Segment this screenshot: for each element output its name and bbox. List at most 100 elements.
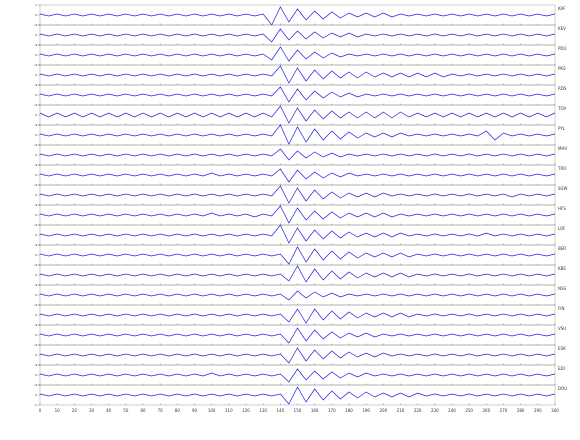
y-tick-label: -1 — [34, 183, 37, 187]
y-tick-label: 0 — [35, 33, 37, 37]
y-tick-label: -1 — [34, 383, 37, 387]
x-tick-label: 180 — [345, 408, 353, 413]
y-tick-label: 0 — [35, 313, 37, 317]
panel-frame — [39, 164, 556, 186]
y-tick-label: 1 — [35, 183, 37, 187]
station-label: FIN — [558, 306, 564, 311]
y-tick-label: -1 — [34, 283, 37, 287]
x-tick-label: 40 — [106, 408, 112, 413]
station-label: BER — [558, 246, 566, 251]
y-tick-label: 1 — [35, 203, 37, 207]
x-tick-label: 240 — [448, 408, 456, 413]
y-tick-label: 0 — [35, 153, 37, 157]
y-tick-label: -1 — [34, 223, 37, 227]
x-tick-label: 260 — [483, 408, 491, 413]
station-label: RDS — [558, 86, 567, 91]
y-tick-label: 1 — [35, 223, 37, 227]
x-tick-label: 130 — [259, 408, 267, 413]
y-tick-label: -1 — [34, 83, 37, 87]
waveform — [39, 148, 556, 161]
x-tick-label: 90 — [192, 408, 198, 413]
station-label: HFS — [558, 206, 566, 211]
y-tick-label: 1 — [35, 3, 37, 7]
y-tick-label: 1 — [35, 163, 37, 167]
x-tick-label: 230 — [431, 408, 439, 413]
y-tick-label: -1 — [34, 23, 37, 27]
x-tick-label: 20 — [72, 408, 78, 413]
y-tick-label: 0 — [35, 73, 37, 77]
x-tick-label: 100 — [208, 408, 216, 413]
waveform — [39, 28, 556, 43]
waveform — [39, 290, 556, 301]
y-tick-label: 0 — [35, 93, 37, 97]
y-tick-label: 1 — [35, 243, 37, 247]
waveform — [39, 308, 556, 324]
waveform — [39, 347, 556, 364]
panel-frame — [39, 244, 556, 266]
y-tick-label: -1 — [34, 143, 37, 147]
panel-frame — [39, 264, 556, 286]
y-tick-label: 1 — [35, 363, 37, 367]
station-label: PDU — [558, 46, 566, 51]
y-tick-label: -1 — [34, 403, 37, 407]
station-label: TOV — [557, 106, 567, 111]
y-tick-label: 1 — [35, 263, 37, 267]
panel-frame — [39, 384, 556, 406]
y-tick-label: 1 — [35, 23, 37, 27]
panel-frame — [39, 284, 556, 306]
x-tick-label: 70 — [158, 408, 164, 413]
y-tick-label: -1 — [34, 243, 37, 247]
waveform — [39, 386, 556, 405]
y-tick-label: -1 — [34, 123, 37, 127]
x-tick-label: 200 — [380, 408, 388, 413]
waveform — [39, 6, 556, 26]
x-tick-label: 10 — [55, 408, 61, 413]
y-tick-label: 0 — [35, 173, 37, 177]
x-tick-label: 210 — [397, 408, 405, 413]
y-tick-label: -1 — [34, 43, 37, 47]
station-label: PYL — [558, 126, 566, 131]
y-tick-label: 1 — [35, 283, 37, 287]
y-tick-label: -1 — [34, 363, 37, 367]
x-tick-label: 300 — [551, 408, 559, 413]
waveform — [39, 86, 556, 103]
x-tick-label: 160 — [311, 408, 319, 413]
panel-frame — [39, 124, 556, 146]
x-tick-label: 60 — [140, 408, 146, 413]
y-tick-label: -1 — [34, 263, 37, 267]
x-tick-label: 150 — [294, 408, 302, 413]
panel-frame — [39, 44, 556, 66]
station-label: EDI — [558, 366, 565, 371]
y-tick-label: 0 — [35, 53, 37, 57]
y-tick-label: 0 — [35, 373, 37, 377]
waveform — [39, 265, 556, 283]
y-tick-label: -1 — [34, 343, 37, 347]
panel-frame — [39, 24, 556, 46]
station-label: KBS — [558, 266, 566, 271]
y-tick-label: -1 — [34, 303, 37, 307]
x-tick-label: 30 — [89, 408, 95, 413]
x-tick-label: 250 — [465, 408, 473, 413]
waveform — [39, 168, 556, 183]
y-tick-label: 1 — [35, 323, 37, 327]
x-tick-label: 270 — [500, 408, 508, 413]
panel-frame — [39, 144, 556, 166]
y-tick-label: 0 — [35, 293, 37, 297]
y-tick-label: 1 — [35, 383, 37, 387]
x-tick-label: 110 — [225, 408, 233, 413]
waveform — [39, 224, 556, 244]
y-tick-label: 1 — [35, 83, 37, 87]
waveform — [39, 327, 556, 344]
y-tick-label: 0 — [35, 193, 37, 197]
y-tick-label: 0 — [35, 253, 37, 257]
station-label: VSU — [558, 326, 566, 331]
y-tick-label: -1 — [34, 203, 37, 207]
y-tick-label: 0 — [35, 393, 37, 397]
y-tick-label: 1 — [35, 143, 37, 147]
x-tick-label: 220 — [414, 408, 422, 413]
y-tick-label: -1 — [34, 323, 37, 327]
waveform — [39, 105, 556, 124]
station-label: SUW — [558, 186, 567, 191]
x-tick-label: 280 — [517, 408, 525, 413]
